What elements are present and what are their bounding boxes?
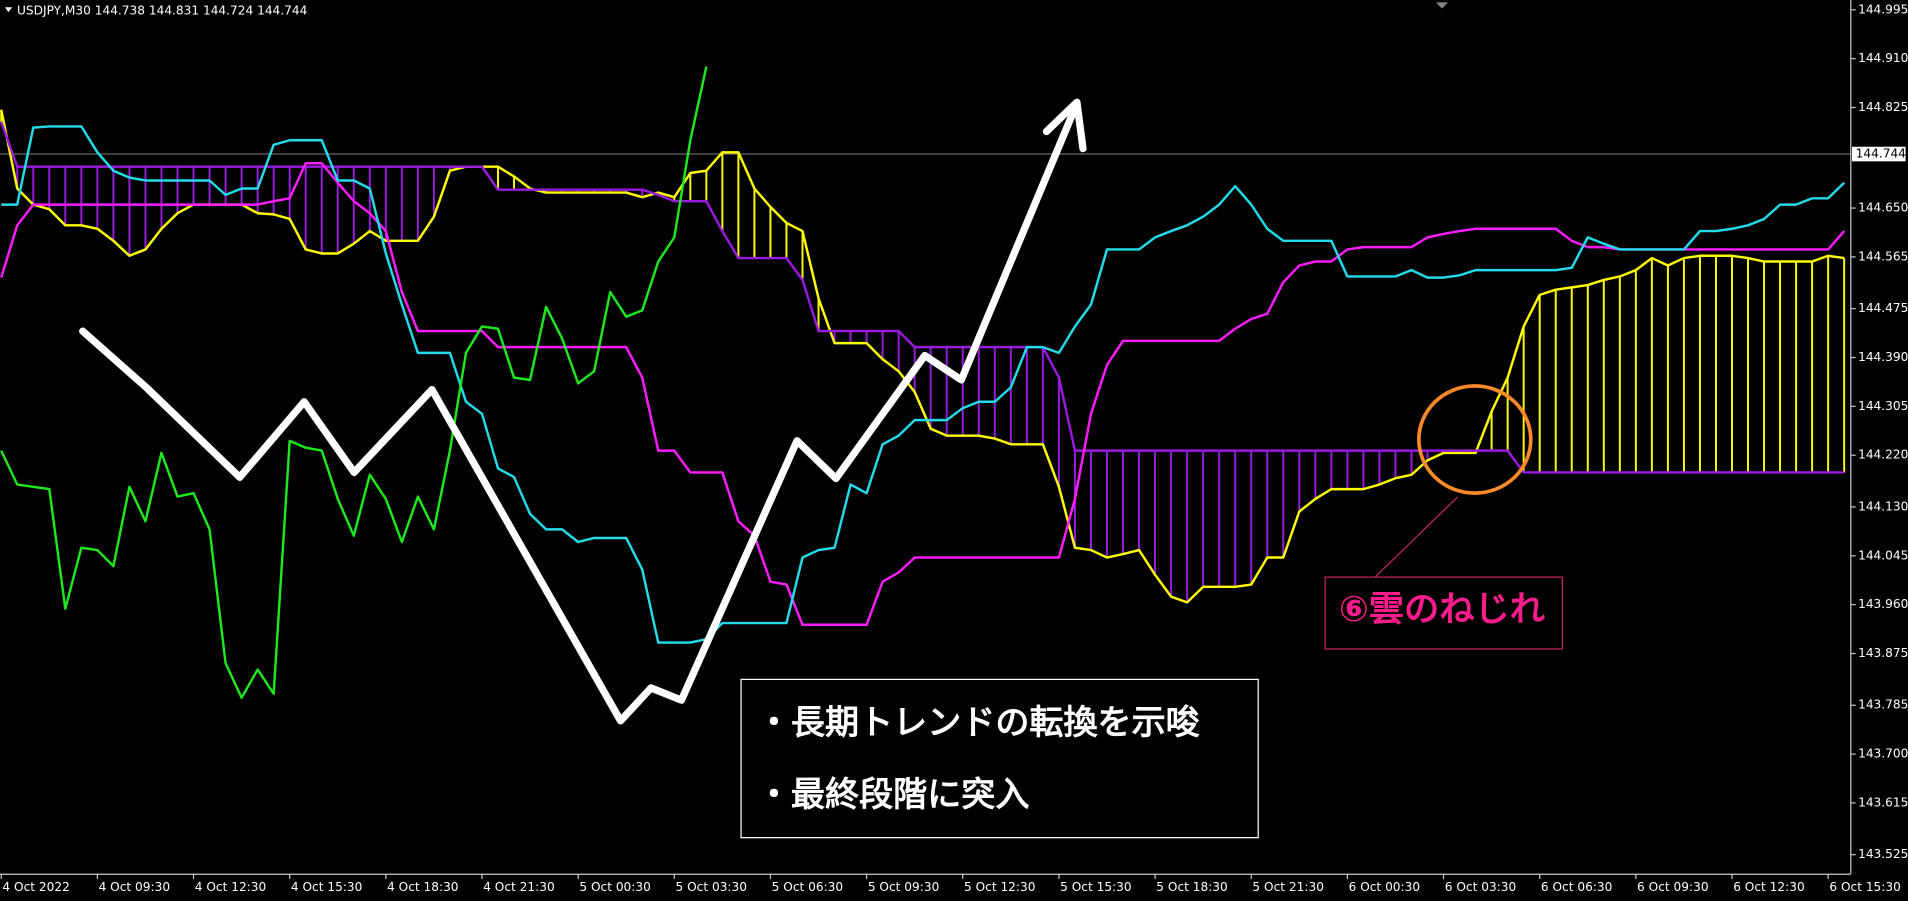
x-tick-label: 5 Oct 03:30	[676, 880, 747, 894]
y-tick-label: 144.475	[1858, 301, 1908, 315]
x-tick-label: 5 Oct 18:30	[1156, 880, 1227, 894]
note-line: ・長期トレンドの転換を示唆	[757, 703, 1201, 743]
x-tick-label: 5 Oct 09:30	[868, 880, 939, 894]
series-line	[0, 121, 1845, 474]
x-tick-label: 6 Oct 09:30	[1637, 880, 1708, 894]
x-tick-label: 5 Oct 12:30	[964, 880, 1035, 894]
y-tick-label: 144.565	[1858, 249, 1908, 263]
series-line	[1, 125, 1846, 644]
x-tick-label: 5 Oct 21:30	[1252, 880, 1323, 894]
y-tick-label: 144.390	[1858, 350, 1908, 364]
y-tick-label: 144.045	[1858, 548, 1908, 562]
plot-area	[0, 66, 1851, 699]
series-line	[0, 109, 1845, 604]
arrow-head	[1042, 98, 1087, 153]
x-tick-label: 6 Oct 00:30	[1349, 880, 1420, 894]
twist-label: ⑥雲のねじれ	[1339, 589, 1545, 630]
x-tick-label: 4 Oct 2022	[2, 880, 69, 894]
chart-shift-marker	[1435, 2, 1449, 9]
note-line: ・最終段階に突入	[757, 775, 1030, 815]
y-tick-label: 144.910	[1858, 51, 1908, 65]
twist-circle	[1417, 384, 1533, 495]
y-tick-label: 143.785	[1858, 698, 1908, 712]
y-tick-label: 144.220	[1858, 448, 1908, 462]
x-tick-label: 6 Oct 12:30	[1733, 880, 1804, 894]
x-tick-label: 5 Oct 00:30	[579, 880, 650, 894]
x-tick-label: 5 Oct 15:30	[1060, 880, 1131, 894]
x-tick-label: 4 Oct 09:30	[99, 880, 170, 894]
y-tick-label: 144.130	[1858, 499, 1908, 513]
x-tick-label: 4 Oct 21:30	[483, 880, 554, 894]
x-tick-label: 5 Oct 06:30	[772, 880, 843, 894]
y-tick-label: 144.650	[1858, 201, 1908, 215]
trend-arrow	[79, 99, 1081, 725]
x-tick-label: 4 Oct 15:30	[291, 880, 362, 894]
y-tick-label: 143.875	[1858, 646, 1908, 660]
current-price-label: 144.744	[1856, 147, 1907, 161]
x-tick-label: 6 Oct 06:30	[1541, 880, 1612, 894]
x-tick-label: 6 Oct 03:30	[1445, 880, 1516, 894]
series-line	[0, 66, 708, 699]
y-tick-label: 144.305	[1858, 399, 1908, 413]
y-tick-label: 144.995	[1858, 2, 1908, 16]
y-tick-label: 143.615	[1858, 795, 1908, 809]
x-tick-label: 4 Oct 18:30	[387, 880, 458, 894]
callout-line	[1374, 496, 1459, 578]
current-price-box	[1852, 146, 1906, 162]
note-box	[740, 678, 1259, 839]
x-tick-label: 6 Oct 15:30	[1829, 880, 1900, 894]
menu-triangle	[4, 7, 13, 13]
y-tick-label: 143.525	[1858, 847, 1908, 861]
y-tick-label: 144.825	[1858, 100, 1908, 114]
x-tick-label: 4 Oct 12:30	[195, 880, 266, 894]
series-line	[0, 162, 1846, 626]
chart-title: USDJPY,M30 144.738 144.831 144.724 144.7…	[17, 3, 308, 17]
y-tick-label: 143.700	[1858, 747, 1908, 761]
y-tick-label: 143.960	[1858, 597, 1908, 611]
callout-box	[1324, 576, 1564, 650]
